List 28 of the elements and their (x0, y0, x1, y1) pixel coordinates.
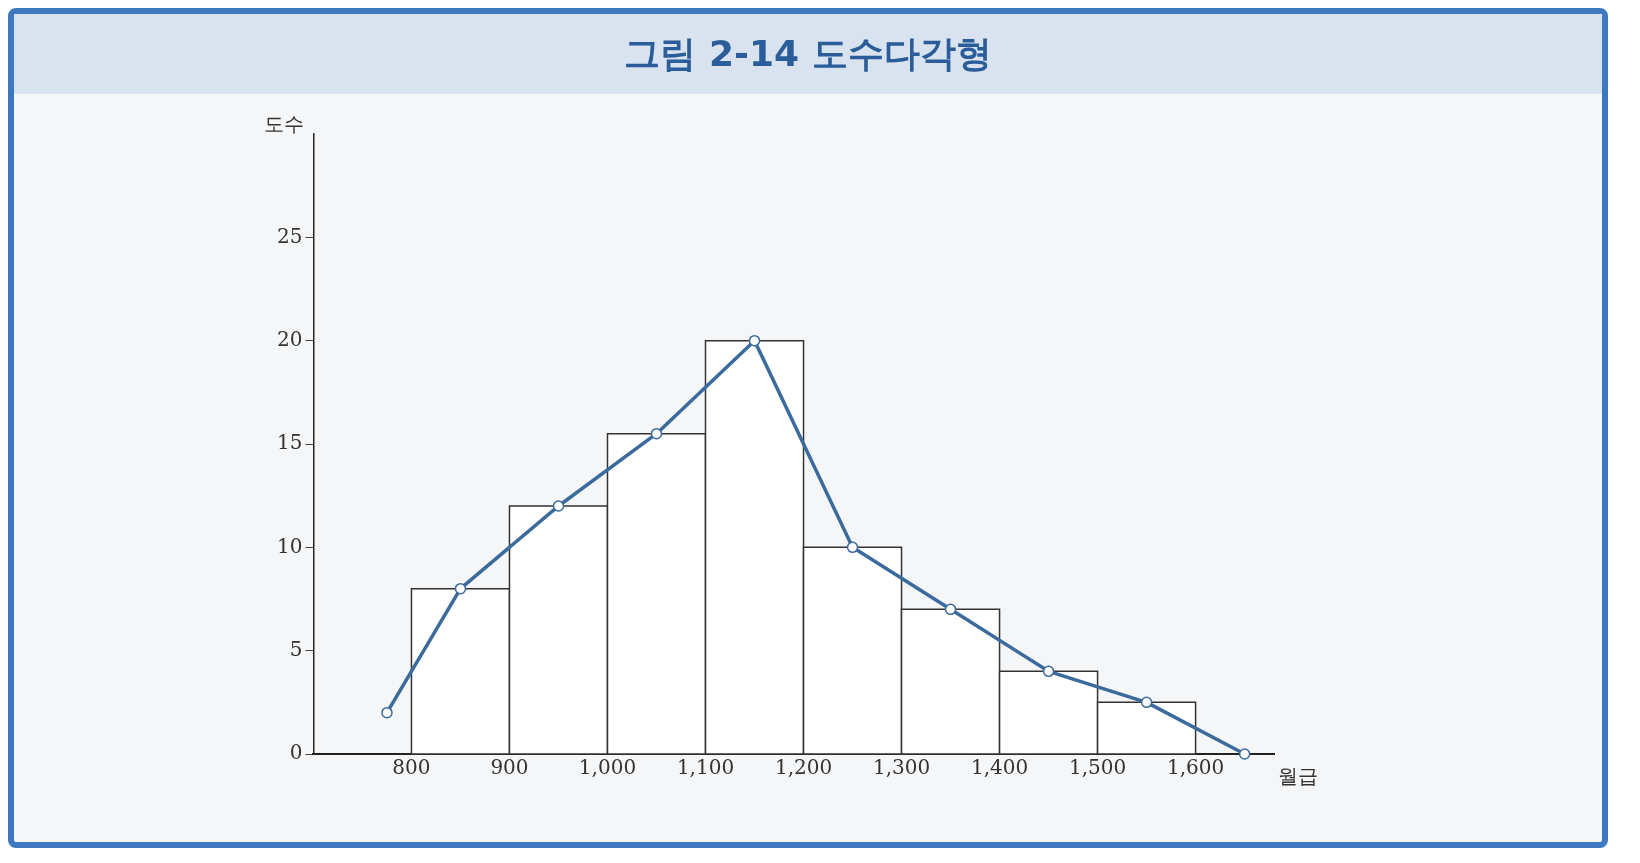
x-tick-label: 1,200 (774, 755, 833, 780)
y-tick-label: 20 (277, 326, 303, 351)
x-tick-label: 1,600 (1166, 755, 1225, 780)
point (846, 541, 859, 554)
x-tick-label: 1,400 (970, 755, 1029, 780)
x-tick-label: 900 (490, 755, 529, 780)
point (650, 427, 663, 440)
y-tick-label: 25 (277, 223, 303, 248)
point (1140, 696, 1153, 709)
x-tick-label: 1,300 (872, 755, 931, 780)
point (454, 582, 467, 595)
point (1042, 665, 1055, 678)
chart-title: 그림 2-14 도수다각형 (14, 14, 1602, 94)
x-tick-label: 1,000 (578, 755, 637, 780)
point (748, 334, 761, 347)
point (381, 706, 393, 719)
y-tick-label: 0 (289, 740, 303, 765)
y-tick-label: 10 (277, 533, 303, 558)
x-tick-label: 1,100 (676, 755, 735, 780)
x-axis-title: 월급 (1278, 764, 1318, 789)
point (944, 603, 957, 616)
y-axis-title: 도수 (264, 112, 304, 137)
x-tick-label: 800 (392, 755, 431, 780)
point (552, 500, 565, 512)
y-tick-label: 5 (289, 636, 303, 661)
point (1238, 748, 1251, 760)
x-tick-label: 1,500 (1068, 755, 1127, 780)
y-tick-label: 15 (277, 430, 303, 455)
